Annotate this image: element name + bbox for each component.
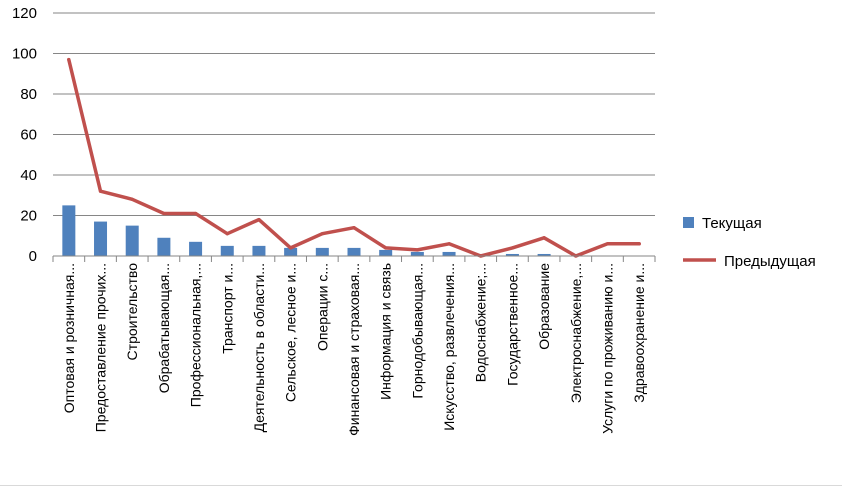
x-category-label: Горнодобывающая... <box>409 263 425 399</box>
legend: Текущая Предыдущая <box>683 215 816 270</box>
bar <box>252 245 266 256</box>
line-point <box>637 242 641 246</box>
bar <box>347 247 361 256</box>
bar <box>410 251 424 256</box>
y-axis: 0 20 40 60 80 100 120 <box>12 5 37 265</box>
x-category-label: Операции с... <box>314 263 330 351</box>
line-point <box>225 232 229 236</box>
x-category-label: Сельское, лесное и... <box>283 263 299 402</box>
line-point <box>289 246 293 250</box>
x-category-label: Оптовая и розничная... <box>61 263 77 413</box>
x-category-label: Услуги по проживанию и... <box>599 263 615 434</box>
bar <box>157 237 171 256</box>
gridlines <box>53 12 655 216</box>
line-point <box>447 242 451 246</box>
bar <box>220 245 234 256</box>
y-tick-label: 120 <box>12 5 37 22</box>
bar-series-current <box>62 205 551 256</box>
x-category-label: Электроснабжение,... <box>568 263 584 403</box>
bar <box>62 205 76 256</box>
bar <box>537 253 551 256</box>
legend-swatch-current <box>683 217 694 228</box>
y-tick-label: 20 <box>20 208 37 225</box>
x-category-label: Профессиональная,... <box>188 263 204 407</box>
bar <box>189 241 203 256</box>
bar <box>442 251 456 256</box>
x-category-label: Информация и связь <box>378 263 394 400</box>
line-point <box>162 211 166 216</box>
line-point <box>605 242 610 246</box>
y-tick-label: 0 <box>29 248 37 265</box>
x-category-label: Водоснабжение;... <box>473 263 489 382</box>
bar <box>125 225 139 256</box>
line-series-previous <box>67 57 641 258</box>
line-point <box>67 57 71 62</box>
bar <box>379 249 393 256</box>
legend-label-current: Текущая <box>702 215 762 232</box>
line-point <box>384 246 388 250</box>
line-point <box>257 217 261 222</box>
bar <box>315 247 329 256</box>
x-axis: Оптовая и розничная... Предоставление про… <box>52 255 656 436</box>
legend-label-previous: Предыдущая <box>724 253 816 270</box>
x-category-label: Предоставление прочих... <box>93 263 109 432</box>
x-category-label: Здравоохранение и... <box>631 263 647 403</box>
line-point <box>193 211 198 216</box>
bar <box>284 247 298 256</box>
x-category-label: Обрабатывающая... <box>156 263 172 393</box>
x-category-label: Транспорт и... <box>219 263 235 354</box>
y-tick-label: 80 <box>20 86 37 103</box>
line-point <box>320 232 324 236</box>
line-point <box>98 189 103 193</box>
x-category-label: Образование <box>536 263 552 350</box>
x-category-label: Деятельность в области... <box>251 263 267 432</box>
x-category-label: Строительство <box>124 263 140 361</box>
line-point <box>542 236 546 240</box>
line-point <box>510 246 515 250</box>
bottom-border <box>0 485 842 486</box>
y-tick-label: 100 <box>12 46 37 63</box>
line-point <box>352 226 356 230</box>
line-point <box>130 197 134 201</box>
y-tick-label: 40 <box>20 167 37 184</box>
y-tick-label: 60 <box>20 127 37 144</box>
x-category-label: Искусство, развлечения... <box>441 263 457 431</box>
line-point <box>415 248 419 252</box>
x-category-label: Государственное... <box>504 263 520 386</box>
bar <box>505 253 519 256</box>
bar <box>94 221 108 256</box>
x-category-label: Финансовая и страховая... <box>346 263 362 436</box>
